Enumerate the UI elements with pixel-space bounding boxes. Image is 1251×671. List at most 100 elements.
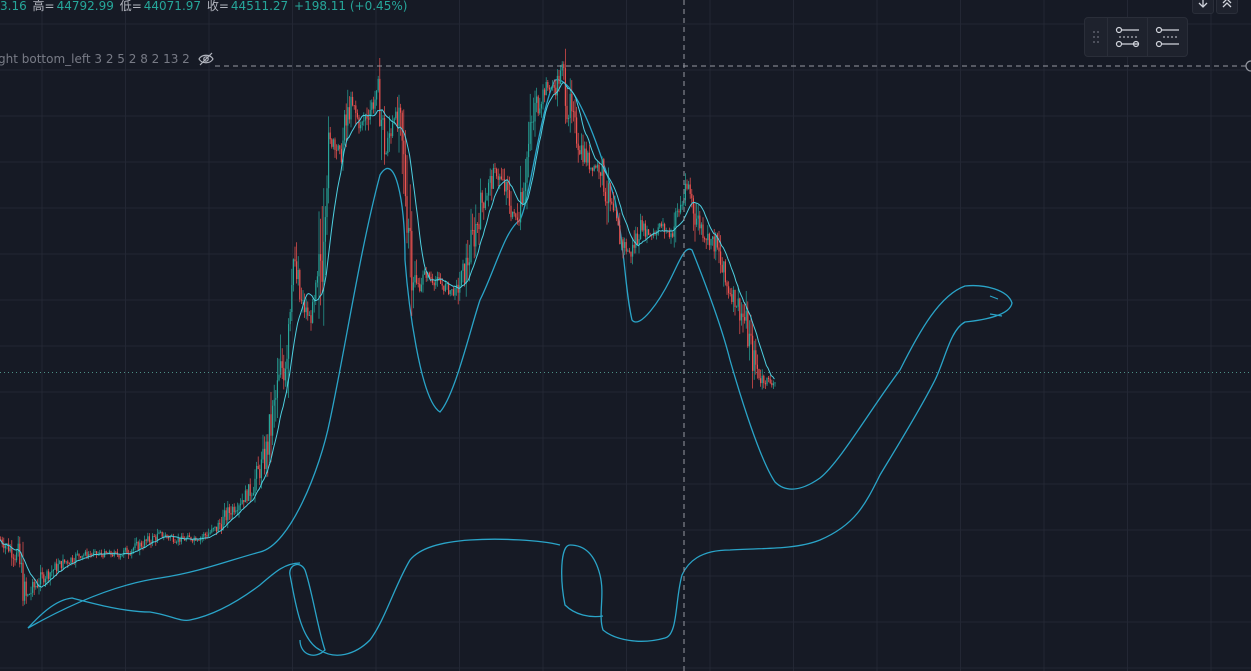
candle-up <box>169 536 171 539</box>
candle-down <box>352 96 354 106</box>
candle-up <box>291 285 293 313</box>
candle-down <box>220 524 222 531</box>
candle-up <box>312 302 314 323</box>
candle-down <box>686 183 688 189</box>
candle-up <box>54 563 56 570</box>
candle-up <box>212 528 214 529</box>
candle-up <box>328 132 330 189</box>
candle-down <box>340 148 342 163</box>
object-tree-button[interactable] <box>1107 18 1147 56</box>
candle-up <box>646 229 648 237</box>
candle-up <box>590 167 592 170</box>
candle-down <box>491 175 493 189</box>
candle-down <box>230 512 232 515</box>
candle-down <box>353 105 355 107</box>
candle-up <box>385 153 387 155</box>
indicator-legend[interactable]: ght bottom_left 3 2 5 2 8 2 13 2 <box>0 52 214 66</box>
candle-up <box>324 217 326 242</box>
candle-up <box>57 564 59 572</box>
candle-up <box>275 397 277 400</box>
candle-down <box>768 377 770 379</box>
candle-up <box>17 543 19 553</box>
candle-up <box>369 109 371 120</box>
candle-down <box>417 283 419 285</box>
candle-up <box>265 441 267 469</box>
candle-down <box>537 96 539 114</box>
candle-up <box>187 535 189 538</box>
candle-down <box>600 172 602 176</box>
candle-up <box>700 224 702 229</box>
candle-up <box>460 270 462 286</box>
candle-down <box>611 201 613 204</box>
candle-up <box>305 307 307 313</box>
candle-up <box>238 505 240 511</box>
candle-down <box>68 563 70 565</box>
candle-down <box>118 554 120 558</box>
candle-down <box>428 273 430 278</box>
candle-down <box>321 260 323 282</box>
candle-down <box>358 117 360 129</box>
candle-up <box>376 90 378 100</box>
candle-down <box>148 536 150 542</box>
candle-down <box>457 284 459 293</box>
candle-down <box>60 561 62 569</box>
candle-down <box>496 168 498 177</box>
candle-up <box>673 226 675 237</box>
candle-up <box>46 571 48 579</box>
dinosaur-drawing <box>27 79 1013 656</box>
candle-up <box>542 89 544 105</box>
candle-up <box>262 448 264 460</box>
candle-down <box>708 233 710 246</box>
candle-down <box>404 154 406 197</box>
candle-down <box>619 225 621 245</box>
candle-down <box>145 539 147 541</box>
candle-down <box>396 111 398 127</box>
candle-up <box>732 290 734 302</box>
candle-up <box>347 107 349 126</box>
candle-down <box>571 93 573 112</box>
candle-down <box>702 224 704 239</box>
candle-down <box>443 285 445 291</box>
candle-up <box>164 534 166 537</box>
candle-down <box>400 107 402 113</box>
candle-down <box>334 139 336 150</box>
candle-up <box>152 536 154 544</box>
data-window-button[interactable] <box>1147 18 1187 56</box>
candle-down <box>548 87 550 90</box>
candle-down <box>763 375 765 384</box>
candle-up <box>120 556 122 558</box>
candle-up <box>268 414 270 455</box>
candle-up <box>560 70 562 84</box>
candle-up <box>528 143 530 158</box>
dinosaur-mouth <box>989 313 1003 317</box>
candle-down <box>692 198 694 214</box>
candle-up <box>280 361 282 375</box>
candle-up <box>252 493 254 496</box>
candle-up <box>134 543 136 549</box>
candle-up <box>766 377 768 385</box>
candle-up <box>272 405 274 436</box>
candle-down <box>731 294 733 302</box>
candle-down <box>604 191 606 202</box>
candle-down <box>366 115 368 119</box>
candle-up <box>556 75 558 96</box>
candle-up <box>88 554 90 557</box>
candle-up <box>273 399 275 406</box>
candle-up <box>531 121 533 123</box>
candle-down <box>516 217 518 221</box>
candle-up <box>568 117 570 120</box>
candle-up <box>76 553 78 555</box>
candle-down <box>22 562 24 601</box>
candle-down <box>14 558 16 561</box>
drag-handle-icon[interactable] <box>1085 18 1107 56</box>
candle-up <box>470 229 472 263</box>
eye-off-icon[interactable] <box>198 52 214 66</box>
candle-down <box>694 213 696 225</box>
candle-down <box>281 361 283 368</box>
candle-up <box>569 93 571 118</box>
candle-up <box>232 506 234 515</box>
scroll-down-button[interactable] <box>1192 0 1214 14</box>
candle-up <box>302 300 304 301</box>
collapse-button[interactable] <box>1216 0 1238 14</box>
